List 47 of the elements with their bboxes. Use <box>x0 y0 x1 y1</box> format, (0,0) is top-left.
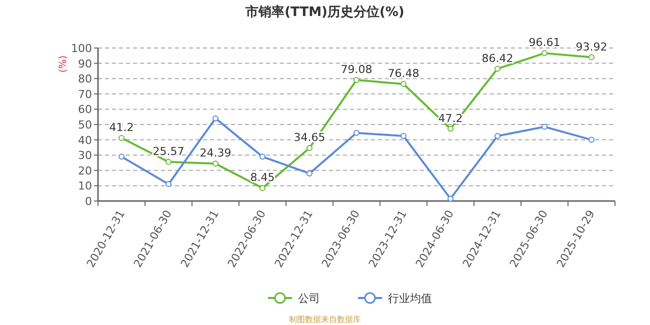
legend-label: 公司 <box>298 292 320 305</box>
legend-label: 行业均值 <box>388 292 432 305</box>
y-tick-label: 60 <box>78 103 92 116</box>
data-label: 24.39 <box>200 146 232 160</box>
point <box>166 181 172 188</box>
point <box>494 132 500 139</box>
data-label: 93.92 <box>576 40 608 54</box>
point <box>212 115 218 122</box>
y-tick-label: 30 <box>78 149 92 162</box>
point <box>260 154 266 160</box>
data-label: 76.48 <box>388 66 420 80</box>
point <box>542 50 548 56</box>
point <box>588 136 594 143</box>
y-axis-title: (%) <box>58 55 69 73</box>
data-label: 79.08 <box>340 63 372 76</box>
point <box>400 80 406 87</box>
y-tick-label: 10 <box>78 180 92 193</box>
point <box>494 66 500 72</box>
point <box>588 54 594 60</box>
point <box>354 77 360 84</box>
y-tick-label: 20 <box>78 164 92 178</box>
point <box>212 160 218 167</box>
point <box>306 170 312 176</box>
point <box>448 196 454 202</box>
point <box>306 144 312 151</box>
chart-title: 市销率(TTM)历史分位(%) <box>244 4 404 20</box>
point <box>118 154 124 160</box>
data-label: 8.45 <box>250 171 275 184</box>
data-label: 25.57 <box>152 144 184 158</box>
y-tick-label: 100 <box>71 42 92 55</box>
y-tick-label: 80 <box>78 72 92 86</box>
point <box>118 134 124 141</box>
text: 制图数据来自数据库 <box>289 315 361 324</box>
y-tick-label: 40 <box>78 134 92 147</box>
point <box>448 126 454 132</box>
point <box>542 124 548 130</box>
data-label: 86.42 <box>482 52 514 65</box>
y-tick-label: 70 <box>78 88 92 101</box>
point <box>354 130 360 136</box>
y-tick-label: 90 <box>78 57 92 70</box>
y-tick-label: 0 <box>85 195 92 208</box>
data-label: 41.2 <box>109 120 134 134</box>
y-tick-label: 50 <box>78 118 92 132</box>
point <box>166 158 172 165</box>
point <box>260 185 266 192</box>
point <box>400 132 406 139</box>
data-label: 96.61 <box>528 36 560 50</box>
